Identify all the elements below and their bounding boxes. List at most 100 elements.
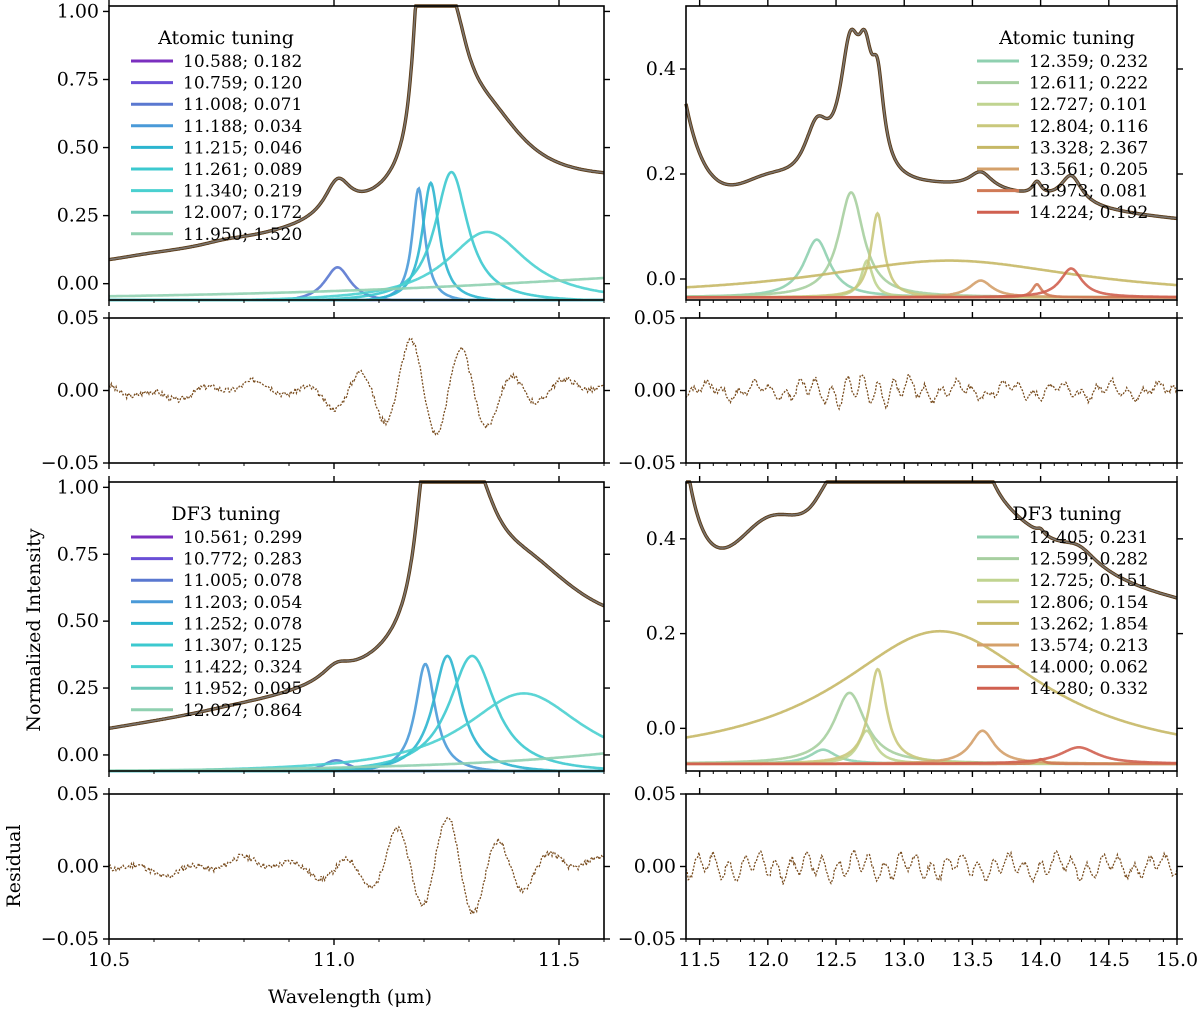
legend-entry: 14.000; 0.062 [1029, 658, 1148, 678]
y-tick-label: 1.00 [57, 476, 99, 498]
x-tick-label: 12.0 [747, 949, 789, 971]
legend-entry: 11.307; 0.125 [183, 636, 302, 656]
legend-title: Atomic tuning [157, 27, 294, 49]
y-tick-label: 0.4 [646, 58, 676, 80]
y-tick-label: 0.00 [57, 380, 99, 402]
legend-entry: 11.215; 0.046 [183, 138, 302, 158]
legend-title: DF3 tuning [171, 503, 280, 525]
residual-points [108, 816, 605, 916]
legend-entry: 12.806; 0.154 [1029, 593, 1148, 613]
legend-entry: 11.188; 0.034 [183, 117, 302, 137]
y-tick-label: 0.00 [634, 380, 676, 402]
legend-entry: 13.574; 0.213 [1029, 636, 1148, 656]
y-tick-label: −0.05 [618, 452, 676, 474]
component-13-262-1-854 [685, 629, 1178, 739]
x-tick-label: 14.0 [1019, 949, 1061, 971]
residual-points [108, 337, 605, 436]
axes-frame [108, 5, 605, 301]
legend-entry: 13.262; 1.854 [1029, 614, 1148, 634]
axes-frame [108, 481, 605, 772]
y-tick-label: −0.05 [41, 452, 99, 474]
legend-entry: 12.007; 0.172 [183, 203, 302, 223]
axes-frame [685, 793, 1178, 940]
legend-entry: 12.727; 0.101 [1029, 95, 1148, 115]
axes-frame [108, 317, 605, 464]
model-fit [685, 28, 1178, 220]
y-tick-label: 0.00 [57, 856, 99, 878]
y-tick-label: 0.2 [646, 163, 676, 185]
component-12-599-0-282 [686, 691, 1177, 765]
legend-entry: 14.224; 0.192 [1029, 203, 1148, 223]
x-tick-label: 11.5 [678, 949, 720, 971]
axes-frame [685, 317, 1178, 464]
legend-entry: 11.950; 1.520 [183, 225, 302, 245]
legend-entry: 12.359; 0.232 [1029, 52, 1148, 72]
x-tick-label: 11.0 [313, 949, 355, 971]
legend-entry: 11.005; 0.078 [183, 571, 302, 591]
y-tick-label: 0.05 [57, 307, 99, 329]
x-axis-label: Wavelength (μm) [268, 986, 432, 1008]
y-tick-label: 0.2 [646, 623, 676, 645]
y-tick-label: 0.50 [57, 137, 99, 159]
panel-bottom-left-df3: 0.00 0.25 0.50 0.75 1.00 DF3 tuning 10.561; 0.… [57, 476, 610, 777]
y-tick-label: 0.50 [57, 610, 99, 632]
y-axis-label-residual: Residual [3, 824, 25, 907]
legend-entry: 11.252; 0.078 [183, 614, 302, 634]
legend-entry: 10.588; 0.182 [183, 52, 302, 72]
y-tick-label: 0.00 [57, 273, 99, 295]
legend-title: DF3 tuning [1012, 503, 1121, 525]
y-tick-label: 0.75 [57, 543, 99, 565]
axes-frame [108, 793, 605, 940]
y-tick-label: −0.05 [41, 928, 99, 950]
y-tick-label: 0.00 [57, 744, 99, 766]
residual-top-left: 0.05 0.00 −0.05 [41, 307, 610, 474]
legend-entry: 11.952; 0.095 [183, 679, 302, 699]
x-tick-label: 13.0 [883, 949, 925, 971]
legend-entry: 12.405; 0.231 [1029, 528, 1148, 548]
legend-entry: 13.328; 2.367 [1029, 138, 1148, 158]
y-tick-label: 0.75 [57, 69, 99, 91]
model-fit [108, 481, 605, 730]
panel-top-right-atomic: 0.0 0.2 0.4 Atomic tuning 12.359; 0.23212.61… [646, 0, 1183, 306]
x-tick-label: 15.0 [1156, 949, 1198, 971]
legend-entry: 10.561; 0.299 [183, 528, 302, 548]
component-14-224-0-192 [686, 267, 1177, 299]
y-tick-label: 0.00 [634, 856, 676, 878]
y-axis-label-intensity: Normalized Intensity [23, 528, 45, 731]
legend-entry: 10.772; 0.283 [183, 550, 302, 570]
panel-bottom-right-df3: 0.0 0.2 0.4 DF3 tuning 12.405; 0.23112.599; … [646, 476, 1183, 777]
panel-top-left-atomic: 0.00 0.25 0.50 0.75 1.00 Atomic tuning 10.588;… [57, 0, 610, 306]
legend-entry: 11.261; 0.089 [183, 160, 302, 180]
legend-entry: 11.008; 0.071 [183, 95, 302, 115]
x-tick-label: 12.5 [815, 949, 857, 971]
y-tick-label: 1.00 [57, 0, 99, 22]
component-14-280-0-332 [686, 746, 1178, 766]
residual-points [685, 373, 1178, 411]
x-tick-label: 11.5 [538, 949, 580, 971]
legend-entry: 12.027; 0.864 [183, 701, 302, 721]
y-tick-label: 0.0 [646, 268, 676, 290]
component-11-950-1-520 [109, 276, 605, 298]
y-tick-label: 0.4 [646, 528, 676, 550]
legend-title: Atomic tuning [998, 27, 1135, 49]
residual-top-right: 0.05 0.00 −0.05 [618, 307, 1183, 474]
legend-entry: 12.725; 0.151 [1029, 571, 1148, 591]
component-13-328-2-367 [686, 259, 1178, 289]
y-tick-label: −0.05 [618, 928, 676, 950]
model-fit [108, 5, 604, 261]
component-12-804-0-116 [686, 211, 1177, 299]
legend-entry: 11.340; 0.219 [183, 182, 302, 202]
y-tick-label: 0.0 [646, 717, 676, 739]
legend-entry: 13.561; 0.205 [1029, 160, 1148, 180]
y-tick-label: 0.05 [634, 307, 676, 329]
legend-entry: 14.280; 0.332 [1029, 679, 1148, 699]
x-tick-label: 13.5 [951, 949, 993, 971]
legend-entry: 10.759; 0.120 [183, 74, 302, 94]
legend-entry: 13.973; 0.081 [1029, 182, 1148, 202]
residual-points [685, 847, 1178, 885]
component-13-574-0-213 [686, 729, 1177, 766]
legend-entry: 11.203; 0.054 [183, 593, 302, 613]
